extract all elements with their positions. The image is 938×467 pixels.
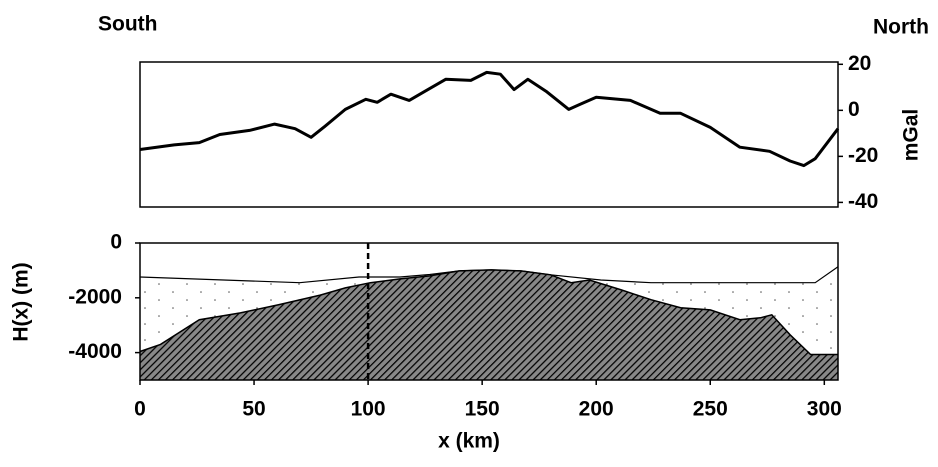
- x-axis-label: x (km): [438, 430, 500, 453]
- x-tick-label: 100: [351, 398, 386, 421]
- annotation: South: [98, 13, 157, 36]
- gravity-line: [140, 72, 838, 165]
- y-tick-label: 20: [848, 52, 871, 75]
- x-tick-label: 150: [465, 398, 500, 421]
- x-tick-label: 50: [242, 398, 265, 421]
- plot-frame: [140, 62, 838, 207]
- x-tick-label: 250: [693, 398, 728, 421]
- y-axis-label: mGal: [900, 109, 923, 162]
- y-tick-label: -40: [848, 190, 878, 213]
- figure: 200-20-40mGalSouthNorth0-2000-4000050100…: [0, 0, 938, 462]
- y-tick-label: 0: [848, 98, 860, 121]
- y-tick-label: 0: [110, 231, 122, 254]
- y-tick-label: -4000: [68, 340, 122, 363]
- x-tick-label: 300: [807, 398, 842, 421]
- annotation: North: [873, 16, 929, 39]
- x-tick-label: 0: [134, 398, 146, 421]
- y-tick-label: -20: [848, 144, 878, 167]
- y-axis-label: H(x) (m): [10, 262, 33, 341]
- y-tick-label: -2000: [68, 285, 122, 308]
- x-tick-label: 200: [579, 398, 614, 421]
